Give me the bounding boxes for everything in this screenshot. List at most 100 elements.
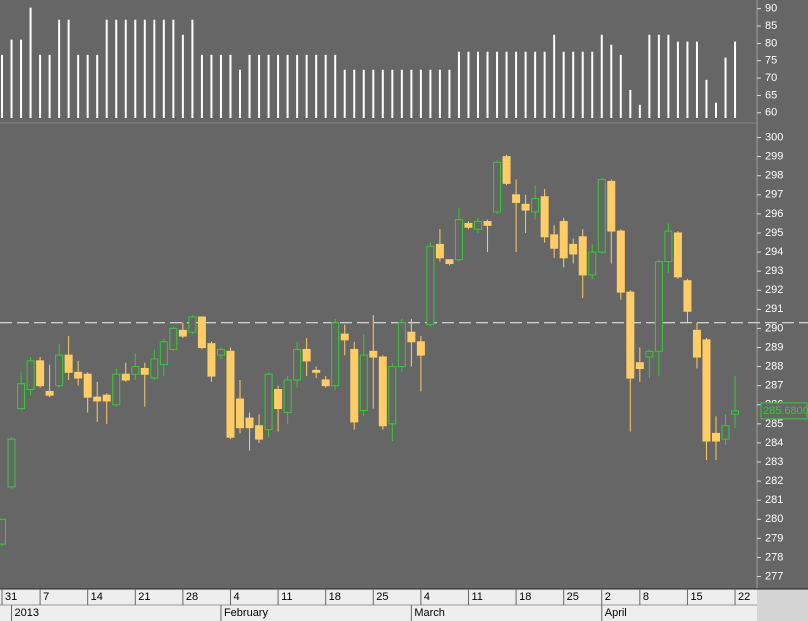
candle-body [26,360,35,390]
candle-body [416,341,425,356]
candle-body [197,316,206,349]
candle-body [169,327,178,350]
candle-body [321,379,330,387]
candle-body [426,245,435,326]
x-tick-label: 14 [91,591,103,603]
y-tick-label: 283 [765,456,783,468]
candle-body [0,518,6,545]
candle-body [55,354,64,387]
candle-body [264,373,273,431]
candle-body [626,291,635,379]
candle-body [45,390,54,396]
x-tick-label: 31 [5,591,17,603]
candle-body [616,230,625,293]
period-label: March [414,607,445,619]
candle-body [474,221,482,230]
y-tick-label: 291 [765,303,783,315]
candle-body [188,316,197,333]
y-tick-label: 288 [765,360,783,372]
candle-body [635,362,644,369]
y-tick-label: 296 [765,208,783,220]
y-tick-label: 299 [765,151,783,163]
candle-body [112,373,121,406]
candle-body [102,394,111,402]
candle-body [493,161,502,213]
x-tick-label: 22 [738,591,750,603]
candle-body [378,356,387,427]
candle-body [207,343,216,377]
candle-body [559,221,568,259]
x-tick-label: 4 [233,591,239,603]
candle-body [150,358,159,379]
candle-body [578,236,587,276]
y-tick-label: 65 [765,89,777,101]
candle-body [540,196,549,238]
candle-body [36,360,45,387]
candle-body [359,354,368,411]
y-tick-label: 293 [765,265,783,277]
candle-body [702,339,711,442]
y-tick-label: 90 [765,3,777,15]
y-tick-label: 277 [765,570,783,582]
y-tick-label: 70 [765,72,777,84]
candle-body [683,280,692,312]
x-tick-label: 21 [138,591,150,603]
y-tick-label: 280 [765,513,783,525]
x-tick-label: 18 [519,591,531,603]
candle-body [512,194,521,203]
candle-body [435,243,444,259]
candle-body [569,243,578,255]
x-tick-label: 15 [690,591,702,603]
y-tick-label: 294 [765,246,783,258]
candle-body [293,348,302,381]
y-tick-label: 60 [765,107,777,119]
candle-body [521,203,530,211]
y-tick-label: 295 [765,227,783,239]
candle-body [607,180,616,232]
candle-body [226,350,235,438]
y-tick-label: 290 [765,322,783,334]
x-tick-label: 11 [471,591,482,603]
candle-body [654,261,663,352]
candle-body [17,383,26,410]
candle-body [121,373,130,381]
y-tick-label: 298 [765,170,783,182]
candle-body [664,230,673,263]
candle-body [712,432,720,442]
x-tick-label: 25 [567,591,579,603]
y-tick-label: 80 [765,37,777,49]
candle-body [597,179,606,253]
y-tick-label: 285 [765,418,783,430]
candle-body [502,156,511,184]
candle-body [407,331,416,343]
candle-body [64,354,73,373]
y-tick-label: 284 [765,437,783,449]
candle-body [388,366,397,425]
candle-body [159,341,168,366]
candle-body [340,333,349,341]
candle-body [74,371,83,379]
candle-body [550,234,559,249]
candle-body [531,198,540,213]
candle-body [236,398,244,429]
candle-body [274,388,283,410]
y-tick-label: 282 [765,475,783,487]
candle-body [283,379,292,413]
candle-body [331,322,340,387]
candle-body [302,348,311,362]
candle-body [673,232,682,278]
candle-body [721,425,730,440]
candle-body [140,367,149,375]
candle-body [588,251,597,276]
x-tick-label: 4 [424,591,430,603]
corner [757,589,808,621]
y-tick-label: 292 [765,284,783,296]
candle-body [692,329,701,358]
y-tick-label: 281 [765,494,783,506]
candle-body [255,425,264,440]
period-label: February [224,607,269,619]
candle-body [445,259,454,265]
candle-body [216,348,225,356]
